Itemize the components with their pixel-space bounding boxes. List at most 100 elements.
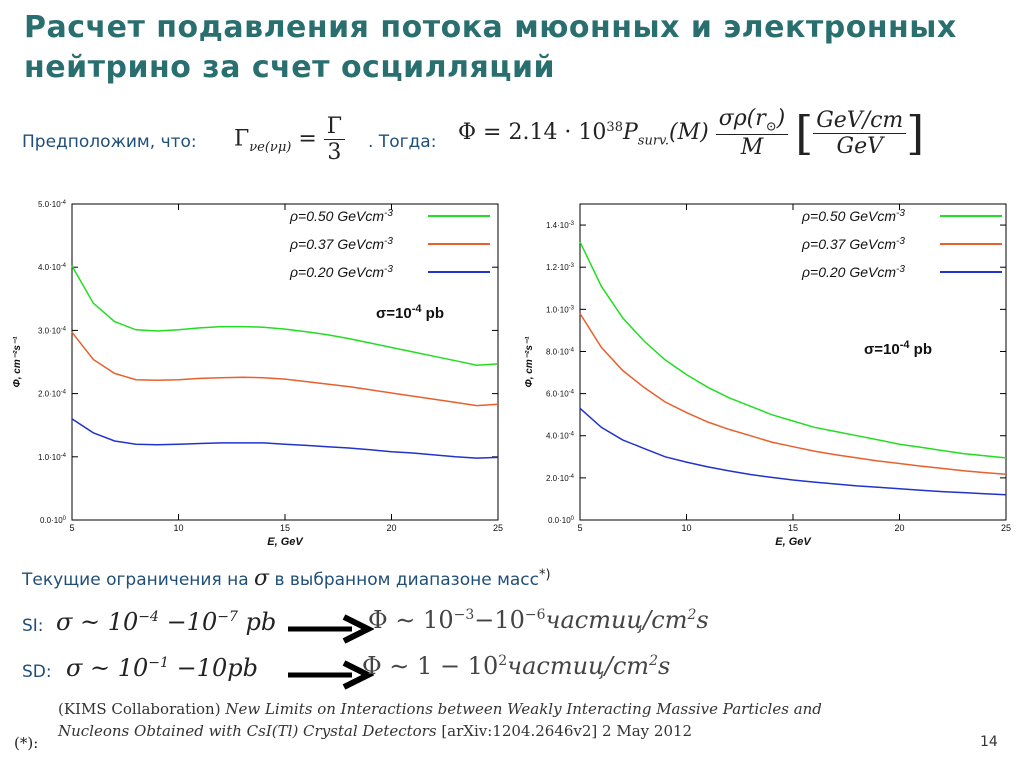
flux-exponent: 38	[606, 119, 623, 135]
gamma-lhs: Γ	[234, 126, 250, 152]
sd-row: SD: σ ~ 10−1 −10pb Φ ∼ 1 − 102частиц/cm2…	[22, 652, 1012, 692]
si-label: SI:	[22, 616, 44, 636]
gamma-fraction-num: Γ	[323, 114, 346, 140]
si-row: SI: σ ~ 10−4 −10−7 pb Φ ∼ 10−3−10−6части…	[22, 606, 1012, 648]
sd-flux-unit: частиц/cm	[507, 652, 650, 680]
si-flux: Φ ∼ 10−3−10−6частиц/cm2s	[368, 606, 709, 634]
x-tick-label: 10	[681, 523, 691, 533]
y-tick-label: 4.0·10-4	[546, 432, 575, 441]
chart-left: 0.0·100 1.0·10-4 2.0·10-4 3.0·10-4 4.0·10-4 5…	[0, 192, 512, 558]
reference-source: [arXiv:1204.2646v2] 2 May 2012	[436, 722, 693, 740]
sd-arrow-icon	[288, 660, 374, 690]
formula-row: Предположим, что: Γνe(νμ) = Γ 3 . Тогда:…	[22, 104, 1012, 184]
si-lhs: σ ~ 10	[56, 608, 139, 636]
units-fraction: GeV/cm GeV	[813, 108, 907, 159]
series-line	[579, 313, 1007, 476]
legend-label: ρ=0.37 GeVcm-3	[801, 236, 905, 253]
slide-title-line2: нейтрино за счет осцилляций	[24, 50, 556, 85]
series-line	[579, 241, 1007, 459]
y-axis-label: Φ, cm⁻²s⁻¹	[12, 336, 23, 388]
y-tick-label: 1.2·10-3	[546, 263, 575, 272]
sigma-annotation: σ=10-4 pb	[864, 339, 932, 358]
reference-authors: (KIMS Collaboration)	[58, 700, 226, 718]
flux-equation: Φ = 2.14 · 1038Psurv.(M) σρ(r⊙) M [ GeV/…	[458, 106, 925, 161]
sd-label: SD:	[22, 662, 52, 682]
reference-title: New Limits on Interactions between Weakl…	[58, 700, 822, 740]
x-tick-label: 20	[894, 523, 904, 533]
legend-label: ρ=0.50 GeVcm-3	[801, 208, 905, 225]
series-line	[71, 331, 499, 407]
legend-label: ρ=0.50 GeVcm-3	[289, 208, 393, 225]
si-flux-pre: Φ ∼ 10	[368, 606, 454, 634]
slide-title-line1: Расчет подавления потока мюонных и элект…	[24, 10, 957, 45]
psurv-argument: (M)	[668, 120, 709, 146]
chart-right-svg: 0.0·100 2.0·10-4 4.0·10-4 6.0·10-4 8.0·10-4 1…	[524, 203, 1011, 548]
sd-lhs: σ ~ 10	[66, 654, 149, 682]
then-label: . Тогда:	[368, 132, 437, 152]
sd-flux-pre: Φ ∼ 1 − 10	[362, 652, 499, 680]
density-fraction: σρ(r⊙) M	[715, 106, 789, 161]
plot-frame	[579, 203, 1007, 521]
x-tick-label: 25	[1001, 523, 1011, 533]
x-tick-label: 20	[386, 523, 396, 533]
legend-label: ρ=0.37 GeVcm-3	[289, 236, 393, 253]
sd-cross-section: σ ~ 10−1 −10pb	[66, 654, 258, 682]
flux-prefix: Φ = 2.14 · 10	[458, 120, 607, 146]
x-tick-label: 10	[173, 523, 183, 533]
gamma-subscript: νe(νμ)	[249, 139, 292, 155]
slide-title: Расчет подавления потока мюонных и элект…	[24, 8, 1004, 88]
series-line	[71, 418, 499, 459]
reference: (KIMS Collaboration) New Limits on Inter…	[58, 698, 828, 742]
density-num: σρ(r	[718, 106, 766, 131]
x-axis-label: E, GeV	[267, 536, 304, 548]
plot-frame	[71, 203, 499, 521]
y-tick-label: 2.0·10-4	[38, 390, 67, 399]
y-tick-label: 5.0·10-4	[38, 200, 67, 209]
si-flux-unit: частиц/cm	[545, 606, 688, 634]
y-tick-label: 2.0·10-4	[546, 474, 575, 483]
assumption-label: Предположим, что:	[22, 132, 197, 152]
si-cross-section: σ ~ 10−4 −10−7 pb	[56, 608, 277, 636]
gamma-fraction: Γ 3	[323, 114, 346, 165]
legend-label: ρ=0.20 GeVcm-3	[801, 264, 905, 281]
x-tick-label: 15	[280, 523, 290, 533]
series-line	[71, 265, 499, 366]
si-arrow-icon	[288, 614, 374, 644]
gamma-fraction-den: 3	[327, 140, 342, 165]
series-line	[579, 407, 1007, 496]
limits-footmark: *)	[539, 567, 551, 583]
x-tick-label: 5	[69, 523, 74, 533]
y-axis-label: Φ, cm⁻²s⁻¹	[524, 336, 535, 388]
sd-flux: Φ ∼ 1 − 102частиц/cm2s	[362, 652, 671, 680]
psurv-symbol: P	[622, 120, 638, 146]
footnote-marker: (*):	[14, 734, 39, 752]
limits-sigma: σ	[254, 566, 270, 591]
x-axis-label: E, GeV	[775, 536, 812, 548]
y-tick-label: 6.0·10-4	[546, 390, 575, 399]
x-tick-label: 15	[788, 523, 798, 533]
y-tick-label: 0.0·100	[40, 516, 67, 525]
gamma-equation: Γνe(νμ) = Γ 3	[234, 114, 346, 165]
x-tick-label: 5	[577, 523, 582, 533]
limits-text2: в выбранном диапазоне масс	[274, 570, 540, 590]
y-tick-label: 4.0·10-4	[38, 263, 67, 272]
density-den: M	[740, 135, 764, 161]
psurv-subscript: surv.	[637, 133, 669, 149]
sigma-annotation: σ=10-4 pb	[376, 303, 444, 322]
units-den: GeV	[836, 133, 883, 159]
y-tick-label: 8.0·10-4	[546, 347, 575, 356]
units-num: GeV/cm	[813, 108, 907, 134]
chart-left-svg: 0.0·100 1.0·10-4 2.0·10-4 3.0·10-4 4.0·10-4 5…	[12, 200, 503, 548]
chart-right: 0.0·100 2.0·10-4 4.0·10-4 6.0·10-4 8.0·10-4 1…	[512, 192, 1024, 558]
limits-text: Текущие ограничения на	[22, 570, 249, 590]
y-tick-label: 0.0·100	[548, 516, 575, 525]
x-tick-label: 25	[493, 523, 503, 533]
y-tick-label: 1.0·10-4	[38, 453, 67, 462]
page-number: 14	[980, 734, 998, 750]
limits-line: Текущие ограничения на σ в выбранном диа…	[22, 566, 551, 591]
y-tick-label: 3.0·10-4	[38, 326, 67, 335]
sun-symbol: ⊙	[765, 119, 777, 135]
y-tick-label: 1.4·10-3	[546, 221, 575, 230]
legend-label: ρ=0.20 GeVcm-3	[289, 264, 393, 281]
y-tick-label: 1.0·10-3	[546, 305, 575, 314]
